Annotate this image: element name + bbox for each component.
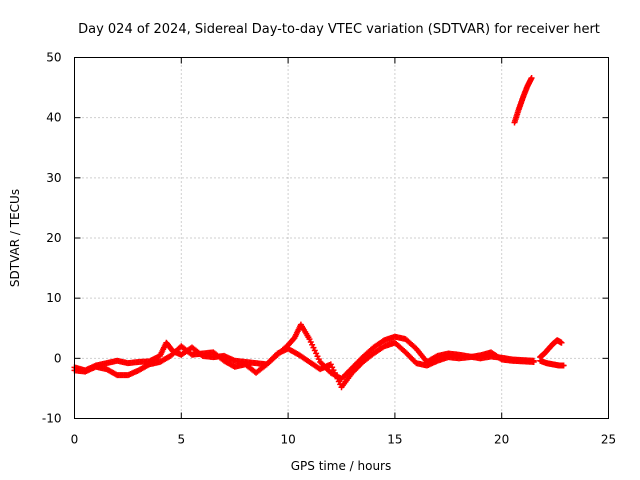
y-tick-label: 30: [46, 171, 61, 185]
series-track-a: [71, 321, 537, 382]
x-tick-label: 10: [280, 433, 295, 447]
x-tick-label: 20: [494, 433, 509, 447]
data-point: [309, 341, 316, 348]
x-axis-label: GPS time / hours: [291, 459, 392, 473]
y-tick-label: 50: [46, 51, 61, 65]
y-tick-label: 10: [46, 291, 61, 305]
data-point: [311, 347, 318, 354]
series-track-e: [537, 357, 567, 369]
data-points: [71, 74, 567, 391]
series-track-c: [511, 74, 535, 126]
data-point: [313, 350, 320, 357]
y-axis-label: SDTVAR / TECUs: [8, 189, 22, 287]
series-track-b: [71, 339, 537, 391]
y-tick-label: 0: [54, 351, 62, 365]
y-tick-label: -10: [42, 412, 62, 426]
y-tick-label: 20: [46, 231, 61, 245]
y-tick-label: 40: [46, 111, 61, 125]
series-track-d: [537, 337, 565, 361]
x-tick-label: 15: [387, 433, 402, 447]
data-point: [530, 358, 537, 365]
chart-title: Day 024 of 2024, Sidereal Day-to-day VTE…: [78, 22, 600, 37]
data-point: [560, 362, 567, 369]
data-point: [558, 339, 565, 346]
x-tick-label: 5: [177, 433, 185, 447]
x-tick-label: 25: [601, 433, 616, 447]
axis-ticks: 0 5 10 15 20 25 -10 0 10 20 30 40 50: [42, 51, 616, 447]
data-point: [310, 344, 317, 351]
data-point: [528, 74, 535, 81]
x-tick-label: 0: [71, 433, 79, 447]
